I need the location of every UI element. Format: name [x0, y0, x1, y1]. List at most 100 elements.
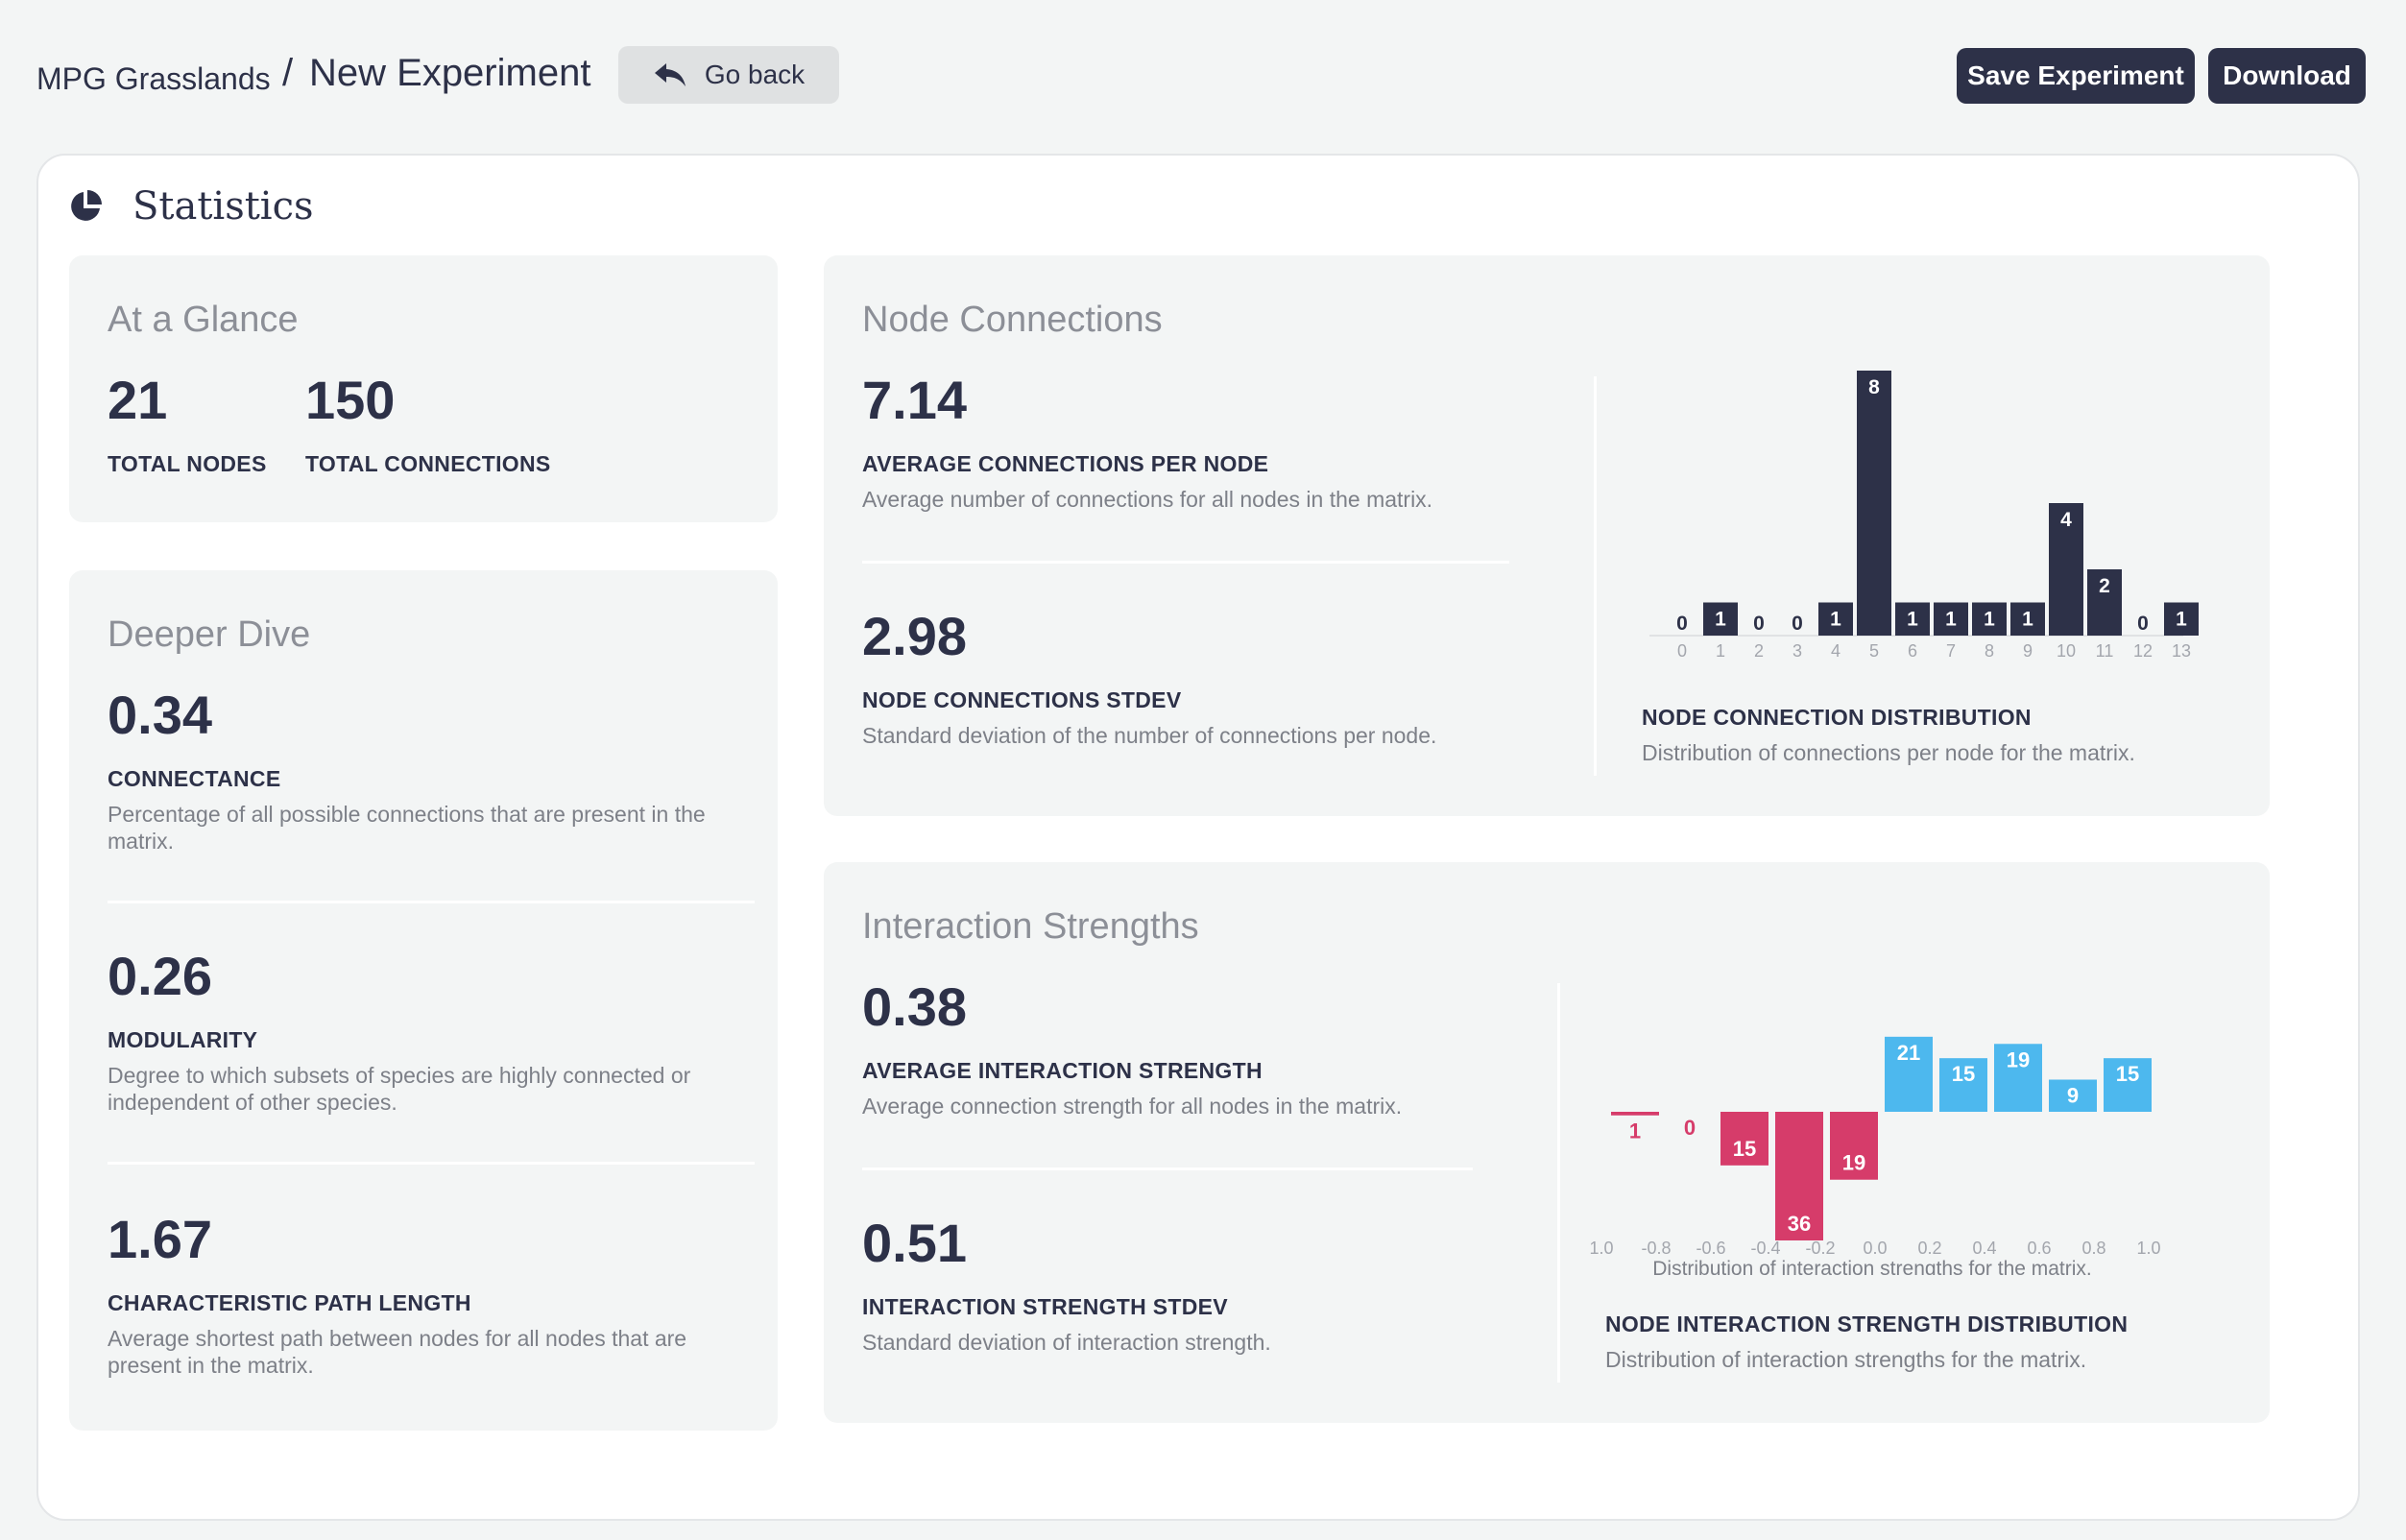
- connectance-value: 0.34: [108, 685, 212, 745]
- connectance-label: CONNECTANCE: [108, 766, 281, 791]
- connections-stdev-label: NODE CONNECTIONS STDEV: [862, 687, 1182, 712]
- divider: [108, 901, 755, 903]
- modularity-description: Degree to which subsets of species are h…: [108, 1063, 691, 1115]
- connections-stdev-value: 2.98: [862, 606, 967, 666]
- avg-connections-label: AVERAGE CONNECTIONS PER NODE: [862, 451, 1269, 476]
- x-tick-label: 11: [2096, 641, 2114, 659]
- card-heading: Node Connections: [862, 300, 1163, 340]
- node-connections-card: Node Connections 7.14 AVERAGE CONNECTION…: [824, 255, 2270, 816]
- interaction-strength-distribution-label: NODE INTERACTION STRENGTH DISTRIBUTION: [1605, 1311, 2129, 1336]
- x-axis-label: Distribution of interaction strengths fo…: [1652, 1258, 2092, 1275]
- x-tick-label: 12: [2133, 641, 2153, 659]
- bar: [1972, 602, 2007, 636]
- modularity-value: 0.26: [108, 946, 212, 1006]
- bar: [2164, 602, 2199, 636]
- bar: [1994, 1044, 2042, 1112]
- interaction-stdev-description: Standard deviation of interaction streng…: [862, 1330, 1271, 1355]
- save-experiment-button[interactable]: Save Experiment: [1957, 48, 2195, 104]
- x-tick-label: 1: [1716, 641, 1725, 659]
- deeper-dive-card: Deeper Dive 0.34 CONNECTANCE Percentage …: [69, 570, 778, 1431]
- data-label: 1: [1715, 609, 1726, 631]
- bar: [1895, 602, 1930, 636]
- bar: [1939, 1058, 1987, 1112]
- path-length-description: Average shortest path between nodes for …: [108, 1326, 687, 1378]
- card-heading: Deeper Dive: [108, 614, 311, 655]
- data-label: 1: [2022, 609, 2033, 631]
- divider: [108, 1162, 755, 1165]
- go-back-button[interactable]: Go back: [618, 46, 839, 104]
- breadcrumb-separator: /: [282, 52, 294, 94]
- x-tick-label: 3: [1792, 641, 1802, 659]
- data-label: 0: [1684, 1116, 1696, 1140]
- bar: [1830, 1112, 1878, 1180]
- bar: [2049, 1079, 2097, 1112]
- data-label: 0: [1792, 613, 1803, 635]
- data-label: 1: [2176, 609, 2187, 631]
- data-label: 1: [1629, 1119, 1641, 1143]
- total-nodes-value: 21: [108, 370, 168, 430]
- bar: [1857, 371, 1891, 636]
- data-label: 19: [1842, 1151, 1865, 1175]
- node-connection-distribution-chart: 00110203148516171819410211012113Distribu…: [1649, 371, 2199, 659]
- page-title: New Experiment: [309, 52, 591, 94]
- panel-title: Statistics: [132, 184, 314, 229]
- x-tick-label: 4: [1831, 641, 1841, 659]
- at-a-glance-card: At a Glance 21 TOTAL NODES 150 TOTAL CON…: [69, 255, 778, 522]
- data-label: 9: [2067, 1084, 2079, 1108]
- x-tick-label: 0.2: [1917, 1239, 1941, 1258]
- x-tick-label: 0.0: [1863, 1239, 1887, 1258]
- data-label: 2: [2099, 575, 2110, 597]
- x-tick-label: -0.2: [1805, 1239, 1835, 1258]
- avg-connections-description: Average number of connections for all no…: [862, 487, 1433, 512]
- x-tick-label: -0.8: [1641, 1239, 1671, 1258]
- data-label: 15: [1733, 1137, 1756, 1161]
- go-back-label: Go back: [704, 60, 806, 89]
- data-label: 19: [2007, 1047, 2030, 1071]
- data-label: 36: [1788, 1212, 1811, 1236]
- bar: [1611, 1112, 1659, 1116]
- path-length-label: CHARACTERISTIC PATH LENGTH: [108, 1290, 471, 1315]
- download-button[interactable]: Download: [2208, 48, 2366, 104]
- avg-interaction-description: Average connection strength for all node…: [862, 1094, 1403, 1119]
- data-label: 1: [1907, 609, 1918, 631]
- x-tick-label: 0.6: [2027, 1239, 2051, 1258]
- interaction-stdev-label: INTERACTION STRENGTH STDEV: [862, 1294, 1228, 1319]
- data-label: 0: [2137, 613, 2149, 635]
- breadcrumb-root[interactable]: MPG Grasslands: [36, 61, 271, 96]
- data-label: 15: [2116, 1062, 2139, 1086]
- data-label: 4: [2060, 509, 2072, 531]
- connections-stdev-description: Standard deviation of the number of conn…: [862, 723, 1437, 748]
- divider: [862, 1167, 1473, 1170]
- interaction-stdev-value: 0.51: [862, 1213, 967, 1273]
- x-tick-label: 6: [1908, 641, 1917, 659]
- data-label: 1: [1984, 609, 1995, 631]
- x-tick-label: 10: [2057, 641, 2076, 659]
- x-tick-label: 9: [2023, 641, 2033, 659]
- total-connections-value: 150: [305, 370, 396, 430]
- reply-arrow-icon: [654, 63, 686, 86]
- data-label: 0: [1676, 613, 1688, 635]
- x-tick-label: -0.6: [1696, 1239, 1725, 1258]
- interaction-strengths-card: Interaction Strengths 0.38 AVERAGE INTER…: [824, 862, 2270, 1423]
- bar: [2087, 569, 2122, 636]
- node-connection-distribution-label: NODE CONNECTION DISTRIBUTION: [1642, 705, 2032, 730]
- total-nodes-label: TOTAL NODES: [108, 451, 267, 476]
- statistics-panel: Statistics At a Glance 21 TOTAL NODES 15…: [36, 154, 2360, 1521]
- x-tick-label: 0: [1677, 641, 1687, 659]
- x-tick-label: 1.0: [2136, 1239, 2160, 1258]
- x-tick-label: 0.8: [2081, 1239, 2105, 1258]
- data-label: 8: [1868, 376, 1880, 398]
- bar: [1775, 1112, 1823, 1240]
- data-label: 15: [1952, 1062, 1975, 1086]
- connectance-description: Percentage of all possible connections t…: [108, 802, 706, 854]
- data-label: 1: [1945, 609, 1957, 631]
- data-label: 21: [1897, 1041, 1920, 1065]
- data-label: 1: [1830, 609, 1841, 631]
- vertical-divider: [1557, 983, 1560, 1383]
- x-tick-label: 5: [1869, 641, 1879, 659]
- path-length-value: 1.67: [108, 1209, 212, 1269]
- x-tick-label: -0.4: [1750, 1239, 1780, 1258]
- x-tick-label: 0.4: [1972, 1239, 1996, 1258]
- avg-interaction-label: AVERAGE INTERACTION STRENGTH: [862, 1058, 1263, 1083]
- interaction-strength-distribution-chart: 1 0 15 36 19 21 15 19 9 15 1.0 -0.8 -0.6 -0.4 -0.2 0.0 0…: [1589, 1036, 2161, 1275]
